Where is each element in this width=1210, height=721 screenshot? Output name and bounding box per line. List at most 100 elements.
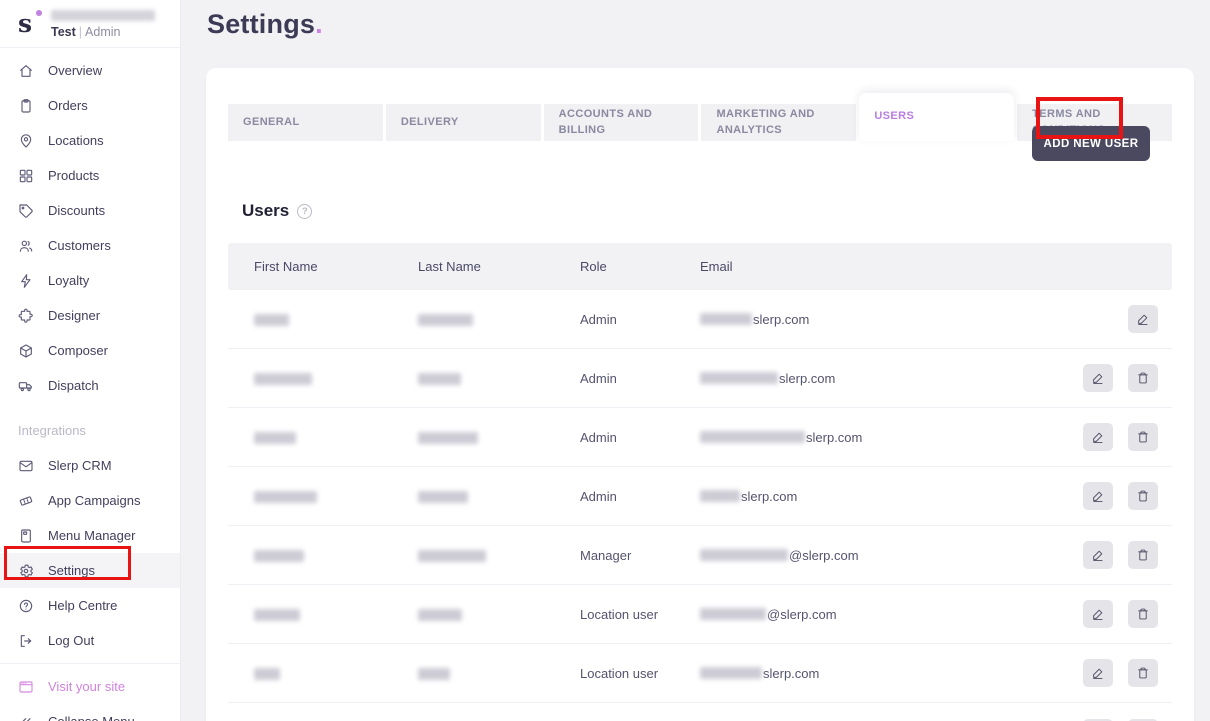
delete-user-button[interactable] xyxy=(1128,364,1158,392)
email-redacted xyxy=(700,549,788,561)
gear-icon xyxy=(18,563,34,579)
email-cell: slerp.com xyxy=(700,371,1072,386)
sidebar-item-locations[interactable]: Locations xyxy=(0,123,180,158)
envelope-icon xyxy=(18,458,34,474)
home-icon xyxy=(18,63,34,79)
edit-user-button[interactable] xyxy=(1083,659,1113,687)
slerp-logo: s xyxy=(18,10,42,36)
sidebar-item-discounts[interactable]: Discounts xyxy=(0,193,180,228)
sidebar-item-settings[interactable]: Settings xyxy=(0,553,180,588)
table-row: Manager @slerp.com xyxy=(228,526,1172,585)
email-redacted xyxy=(700,608,766,620)
edit-user-button[interactable] xyxy=(1083,423,1113,451)
email-cell: slerp.com xyxy=(700,666,1072,681)
sidebar-item-menu-manager[interactable]: Menu Manager xyxy=(0,518,180,553)
sidebar-item-slerp-crm[interactable]: Slerp CRM xyxy=(0,448,180,483)
delete-user-button[interactable] xyxy=(1128,659,1158,687)
role-cell: Admin xyxy=(580,429,617,445)
email-cell: @slerp.com xyxy=(700,548,1072,563)
integrations-section-label: Integrations xyxy=(18,423,86,438)
edit-user-button[interactable] xyxy=(1083,718,1113,721)
settings-card: GENERAL DELIVERY ACCOUNTS AND BILLING MA… xyxy=(206,68,1194,721)
role-cell: Location user xyxy=(580,606,659,622)
delete-user-button[interactable] xyxy=(1128,600,1158,628)
table-row: Admin slerp.com xyxy=(228,290,1172,349)
role-cell: Manager xyxy=(580,547,632,563)
table-row: Location user slerp.com xyxy=(228,644,1172,703)
sidebar-item-loyalty[interactable]: Loyalty xyxy=(0,263,180,298)
first-name-redacted xyxy=(254,373,312,386)
email-cell: slerp.com xyxy=(700,430,1072,445)
people-icon xyxy=(18,238,34,254)
sidebar-item-help-centre[interactable]: Help Centre xyxy=(0,588,180,623)
last-name-redacted xyxy=(418,373,461,386)
delete-user-button[interactable] xyxy=(1128,718,1158,721)
sidebar-item-visit-your-site[interactable]: Visit your site xyxy=(0,669,180,704)
edit-user-button[interactable] xyxy=(1083,364,1113,392)
email-cell: slerp.com xyxy=(700,312,1072,327)
cube-icon xyxy=(18,343,34,359)
slerp-logo-letter: s xyxy=(18,9,33,38)
users-heading-row: Users ? xyxy=(242,201,313,221)
sidebar-item-products[interactable]: Products xyxy=(0,158,180,193)
edit-user-button[interactable] xyxy=(1083,541,1113,569)
last-name-redacted xyxy=(418,491,468,504)
role-cell: Admin xyxy=(580,311,617,327)
last-name-redacted xyxy=(418,314,473,327)
first-name-redacted xyxy=(254,668,280,681)
first-name-redacted xyxy=(254,314,289,327)
browser-icon xyxy=(18,679,34,695)
table-row-partial xyxy=(228,703,1172,721)
tab-marketing-and-analytics[interactable]: MARKETING AND ANALYTICS xyxy=(701,104,857,141)
help-icon[interactable]: ? xyxy=(297,203,313,219)
tab-accounts-and-billing[interactable]: ACCOUNTS AND BILLING xyxy=(543,104,699,141)
sidebar-item-overview[interactable]: Overview xyxy=(0,53,180,88)
edit-user-button[interactable] xyxy=(1083,600,1113,628)
delete-user-button[interactable] xyxy=(1128,541,1158,569)
slerp-logo-dot-icon xyxy=(36,10,42,16)
sidebar-item-app-campaigns[interactable]: App Campaigns xyxy=(0,483,180,518)
ticket-icon xyxy=(18,493,34,509)
delete-user-button[interactable] xyxy=(1128,423,1158,451)
column-first-name: First Name xyxy=(254,259,318,274)
role-cell: Admin xyxy=(580,370,617,386)
settings-tabs: GENERAL DELIVERY ACCOUNTS AND BILLING MA… xyxy=(228,93,1172,141)
first-name-redacted xyxy=(254,432,296,445)
sidebar-item-customers[interactable]: Customers xyxy=(0,228,180,263)
column-role: Role xyxy=(580,259,607,274)
users-heading: Users xyxy=(242,201,290,220)
table-row: Admin slerp.com xyxy=(228,467,1172,526)
tab-delivery[interactable]: DELIVERY xyxy=(385,104,541,141)
edit-user-button[interactable] xyxy=(1083,482,1113,510)
sidebar-item-orders[interactable]: Orders xyxy=(0,88,180,123)
sidebar-nav: Overview Orders Locations Products Disco… xyxy=(0,48,180,721)
company-name-redacted xyxy=(51,9,155,21)
column-email: Email xyxy=(700,259,733,274)
tab-users[interactable]: USERS xyxy=(859,93,1015,141)
main-area: Settings. GENERAL DELIVERY ACCOUNTS AND … xyxy=(181,0,1210,721)
role-cell: Location user xyxy=(580,665,659,681)
tab-general[interactable]: GENERAL xyxy=(228,104,383,141)
table-row: Admin slerp.com xyxy=(228,349,1172,408)
delete-user-button[interactable] xyxy=(1128,482,1158,510)
edit-user-button[interactable] xyxy=(1128,305,1158,333)
account-role: Admin xyxy=(85,24,121,39)
column-last-name: Last Name xyxy=(418,259,481,274)
location-pin-icon xyxy=(18,133,34,149)
sidebar-item-collapse-menu[interactable]: Collapse Menu xyxy=(0,704,180,721)
sidebar-divider xyxy=(0,663,180,664)
sidebar-item-dispatch[interactable]: Dispatch xyxy=(0,368,180,403)
first-name-redacted xyxy=(254,609,300,622)
account-info: Test | Admin xyxy=(51,24,121,39)
help-circle-icon xyxy=(18,598,34,614)
logout-icon xyxy=(18,633,34,649)
sidebar-item-log-out[interactable]: Log Out xyxy=(0,623,180,658)
sidebar-item-composer[interactable]: Composer xyxy=(0,333,180,368)
tag-icon xyxy=(18,203,34,219)
last-name-redacted xyxy=(418,668,450,681)
sidebar-item-designer[interactable]: Designer xyxy=(0,298,180,333)
add-new-user-button[interactable]: ADD NEW USER xyxy=(1032,126,1150,161)
lightning-icon xyxy=(18,273,34,289)
email-cell: @slerp.com xyxy=(700,607,1072,622)
orders-icon xyxy=(18,98,34,114)
